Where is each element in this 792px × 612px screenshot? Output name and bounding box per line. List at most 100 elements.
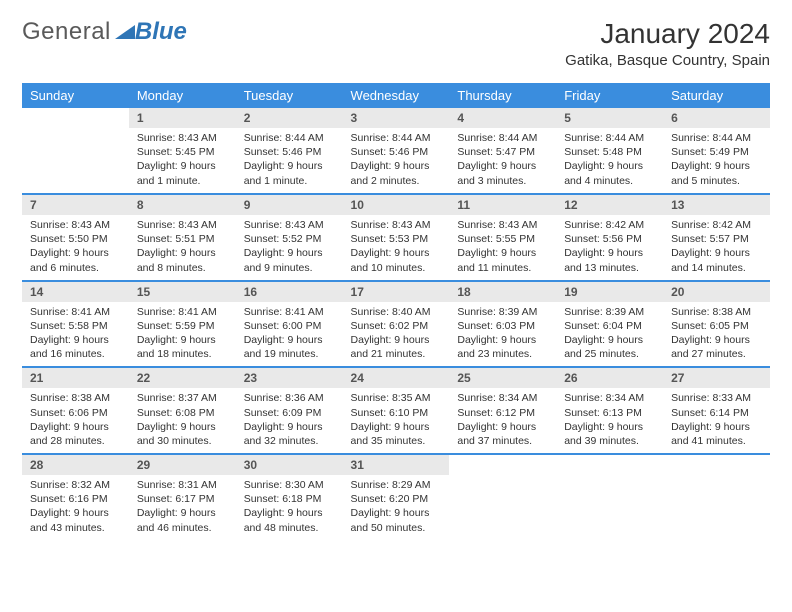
calendar-day-cell: 10Sunrise: 8:43 AMSunset: 5:53 PMDayligh… (343, 194, 450, 281)
calendar-day-cell: 2Sunrise: 8:44 AMSunset: 5:46 PMDaylight… (236, 108, 343, 194)
day-details: Sunrise: 8:33 AMSunset: 6:14 PMDaylight:… (663, 388, 770, 453)
day-number: 20 (663, 282, 770, 302)
calendar-day-cell: 18Sunrise: 8:39 AMSunset: 6:03 PMDayligh… (449, 281, 556, 368)
calendar-day-cell: 22Sunrise: 8:37 AMSunset: 6:08 PMDayligh… (129, 367, 236, 454)
weekday-header: Thursday (449, 83, 556, 108)
calendar-day-cell: 9Sunrise: 8:43 AMSunset: 5:52 PMDaylight… (236, 194, 343, 281)
calendar-day-cell (449, 454, 556, 540)
calendar-day-cell: 28Sunrise: 8:32 AMSunset: 6:16 PMDayligh… (22, 454, 129, 540)
calendar-day-cell: 24Sunrise: 8:35 AMSunset: 6:10 PMDayligh… (343, 367, 450, 454)
calendar-week-row: 21Sunrise: 8:38 AMSunset: 6:06 PMDayligh… (22, 367, 770, 454)
day-number: 29 (129, 455, 236, 475)
calendar-week-row: 28Sunrise: 8:32 AMSunset: 6:16 PMDayligh… (22, 454, 770, 540)
weekday-header: Friday (556, 83, 663, 108)
calendar-day-cell: 20Sunrise: 8:38 AMSunset: 6:05 PMDayligh… (663, 281, 770, 368)
calendar-day-cell: 26Sunrise: 8:34 AMSunset: 6:13 PMDayligh… (556, 367, 663, 454)
day-number: 5 (556, 108, 663, 128)
day-number: 1 (129, 108, 236, 128)
day-details: Sunrise: 8:35 AMSunset: 6:10 PMDaylight:… (343, 388, 450, 453)
day-number: 8 (129, 195, 236, 215)
day-number: 10 (343, 195, 450, 215)
day-number: 3 (343, 108, 450, 128)
weekday-header: Wednesday (343, 83, 450, 108)
day-details: Sunrise: 8:40 AMSunset: 6:02 PMDaylight:… (343, 302, 450, 367)
calendar-day-cell: 23Sunrise: 8:36 AMSunset: 6:09 PMDayligh… (236, 367, 343, 454)
day-number: 19 (556, 282, 663, 302)
day-details: Sunrise: 8:29 AMSunset: 6:20 PMDaylight:… (343, 475, 450, 540)
calendar-day-cell: 17Sunrise: 8:40 AMSunset: 6:02 PMDayligh… (343, 281, 450, 368)
calendar-body: 1Sunrise: 8:43 AMSunset: 5:45 PMDaylight… (22, 108, 770, 540)
day-details: Sunrise: 8:32 AMSunset: 6:16 PMDaylight:… (22, 475, 129, 540)
calendar-day-cell: 25Sunrise: 8:34 AMSunset: 6:12 PMDayligh… (449, 367, 556, 454)
day-details: Sunrise: 8:44 AMSunset: 5:48 PMDaylight:… (556, 128, 663, 193)
weekday-header: Sunday (22, 83, 129, 108)
calendar-day-cell: 1Sunrise: 8:43 AMSunset: 5:45 PMDaylight… (129, 108, 236, 194)
day-details: Sunrise: 8:31 AMSunset: 6:17 PMDaylight:… (129, 475, 236, 540)
day-number: 13 (663, 195, 770, 215)
calendar-day-cell: 19Sunrise: 8:39 AMSunset: 6:04 PMDayligh… (556, 281, 663, 368)
day-number: 7 (22, 195, 129, 215)
calendar-week-row: 7Sunrise: 8:43 AMSunset: 5:50 PMDaylight… (22, 194, 770, 281)
calendar-day-cell: 27Sunrise: 8:33 AMSunset: 6:14 PMDayligh… (663, 367, 770, 454)
day-details: Sunrise: 8:43 AMSunset: 5:53 PMDaylight:… (343, 215, 450, 280)
day-details: Sunrise: 8:41 AMSunset: 6:00 PMDaylight:… (236, 302, 343, 367)
weekday-header: Monday (129, 83, 236, 108)
calendar-day-cell: 15Sunrise: 8:41 AMSunset: 5:59 PMDayligh… (129, 281, 236, 368)
day-details: Sunrise: 8:44 AMSunset: 5:49 PMDaylight:… (663, 128, 770, 193)
brand-logo: General Blue (22, 18, 187, 46)
day-number: 16 (236, 282, 343, 302)
calendar-day-cell: 11Sunrise: 8:43 AMSunset: 5:55 PMDayligh… (449, 194, 556, 281)
day-number: 15 (129, 282, 236, 302)
calendar-week-row: 14Sunrise: 8:41 AMSunset: 5:58 PMDayligh… (22, 281, 770, 368)
calendar-day-cell: 13Sunrise: 8:42 AMSunset: 5:57 PMDayligh… (663, 194, 770, 281)
brand-part1: General (22, 18, 111, 46)
day-number: 14 (22, 282, 129, 302)
day-number: 22 (129, 368, 236, 388)
day-details: Sunrise: 8:30 AMSunset: 6:18 PMDaylight:… (236, 475, 343, 540)
day-details: Sunrise: 8:42 AMSunset: 5:56 PMDaylight:… (556, 215, 663, 280)
calendar-day-cell: 16Sunrise: 8:41 AMSunset: 6:00 PMDayligh… (236, 281, 343, 368)
day-details: Sunrise: 8:43 AMSunset: 5:45 PMDaylight:… (129, 128, 236, 193)
day-details: Sunrise: 8:39 AMSunset: 6:04 PMDaylight:… (556, 302, 663, 367)
day-details: Sunrise: 8:39 AMSunset: 6:03 PMDaylight:… (449, 302, 556, 367)
day-number: 28 (22, 455, 129, 475)
day-number: 21 (22, 368, 129, 388)
calendar-day-cell (22, 108, 129, 194)
calendar-day-cell (556, 454, 663, 540)
day-details: Sunrise: 8:43 AMSunset: 5:50 PMDaylight:… (22, 215, 129, 280)
month-title: January 2024 (565, 18, 770, 50)
calendar-table: Sunday Monday Tuesday Wednesday Thursday… (22, 83, 770, 540)
day-details: Sunrise: 8:38 AMSunset: 6:05 PMDaylight:… (663, 302, 770, 367)
location-subtitle: Gatika, Basque Country, Spain (565, 52, 770, 69)
day-details: Sunrise: 8:38 AMSunset: 6:06 PMDaylight:… (22, 388, 129, 453)
calendar-day-cell: 3Sunrise: 8:44 AMSunset: 5:46 PMDaylight… (343, 108, 450, 194)
day-number: 23 (236, 368, 343, 388)
calendar-day-cell: 4Sunrise: 8:44 AMSunset: 5:47 PMDaylight… (449, 108, 556, 194)
weekday-header-row: Sunday Monday Tuesday Wednesday Thursday… (22, 83, 770, 108)
weekday-header: Tuesday (236, 83, 343, 108)
day-number: 30 (236, 455, 343, 475)
day-number: 26 (556, 368, 663, 388)
day-details: Sunrise: 8:44 AMSunset: 5:47 PMDaylight:… (449, 128, 556, 193)
day-number: 17 (343, 282, 450, 302)
day-number: 11 (449, 195, 556, 215)
day-details: Sunrise: 8:44 AMSunset: 5:46 PMDaylight:… (236, 128, 343, 193)
day-details: Sunrise: 8:36 AMSunset: 6:09 PMDaylight:… (236, 388, 343, 453)
calendar-day-cell: 14Sunrise: 8:41 AMSunset: 5:58 PMDayligh… (22, 281, 129, 368)
weekday-header: Saturday (663, 83, 770, 108)
calendar-day-cell: 12Sunrise: 8:42 AMSunset: 5:56 PMDayligh… (556, 194, 663, 281)
day-number: 18 (449, 282, 556, 302)
day-details: Sunrise: 8:34 AMSunset: 6:13 PMDaylight:… (556, 388, 663, 453)
calendar-day-cell: 7Sunrise: 8:43 AMSunset: 5:50 PMDaylight… (22, 194, 129, 281)
day-details: Sunrise: 8:43 AMSunset: 5:55 PMDaylight:… (449, 215, 556, 280)
calendar-day-cell: 21Sunrise: 8:38 AMSunset: 6:06 PMDayligh… (22, 367, 129, 454)
calendar-day-cell: 5Sunrise: 8:44 AMSunset: 5:48 PMDaylight… (556, 108, 663, 194)
day-number: 25 (449, 368, 556, 388)
calendar-day-cell: 29Sunrise: 8:31 AMSunset: 6:17 PMDayligh… (129, 454, 236, 540)
day-details: Sunrise: 8:41 AMSunset: 5:58 PMDaylight:… (22, 302, 129, 367)
day-details: Sunrise: 8:41 AMSunset: 5:59 PMDaylight:… (129, 302, 236, 367)
calendar-day-cell (663, 454, 770, 540)
day-details: Sunrise: 8:43 AMSunset: 5:52 PMDaylight:… (236, 215, 343, 280)
day-number: 31 (343, 455, 450, 475)
day-number: 2 (236, 108, 343, 128)
